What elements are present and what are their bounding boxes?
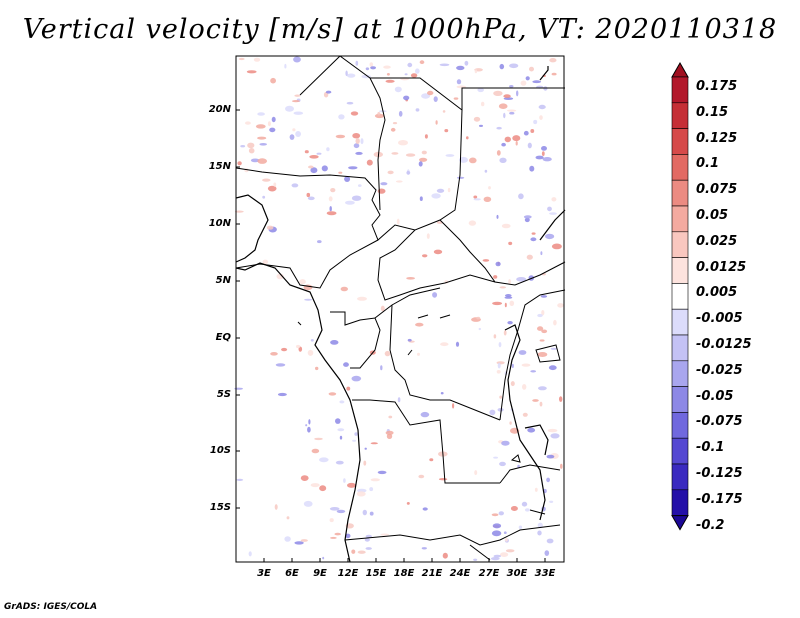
lat-label: 10S — [209, 445, 231, 456]
colorbar-segment — [671, 283, 689, 310]
colorbar-label: 0.005 — [696, 285, 738, 301]
colorbar-segment — [671, 179, 689, 207]
colorbar-segment — [671, 386, 689, 413]
lon-label: 12E — [337, 568, 359, 579]
colorbar-label: -0.125 — [696, 466, 743, 481]
coastline — [235, 66, 566, 563]
axis-ticks — [236, 109, 546, 562]
lakes — [297, 314, 546, 515]
colorbar-segment — [671, 128, 689, 155]
lon-label: 3E — [257, 568, 271, 579]
colorbar-label: 0.05 — [696, 208, 729, 223]
colorbar-segment — [671, 463, 689, 491]
colorbar-segment — [671, 102, 689, 129]
map-frame — [235, 55, 565, 563]
lon-label: 27E — [478, 568, 500, 579]
lat-label: 15S — [209, 502, 231, 513]
lat-label: 20N — [208, 104, 231, 115]
lon-label: 9E — [313, 568, 327, 579]
colorbar-label: -0.175 — [696, 491, 743, 507]
colorbar-label: -0.075 — [696, 414, 743, 430]
lat-label: 5N — [215, 275, 231, 286]
colorbar-label: -0.2 — [696, 517, 725, 533]
colorbar-label: -0.1 — [696, 440, 725, 456]
lon-label: 30E — [506, 568, 528, 579]
colorbar-label: 0.15 — [696, 104, 729, 120]
colorbar-segment — [671, 360, 689, 387]
colorbar-label: 0.175 — [696, 79, 738, 94]
lon-label: 24E — [449, 568, 471, 579]
lat-label: 15N — [208, 161, 231, 172]
lat-label: EQ — [215, 332, 231, 343]
colorbar-segment — [671, 334, 689, 362]
colorbar-segment — [671, 205, 689, 233]
colorbar-segment — [671, 231, 689, 258]
colorbar-segment — [671, 154, 689, 181]
colorbar-segment — [671, 257, 689, 284]
colorbar-bottom-arrow — [671, 515, 689, 531]
colorbar-label: 0.025 — [696, 233, 738, 249]
colorbar-label: -0.05 — [696, 388, 734, 404]
colorbar-label: 0.0125 — [696, 259, 747, 275]
colorbar-label: 0.125 — [696, 130, 738, 146]
colorbar-label: 0.1 — [696, 156, 720, 172]
colorbar-segment — [671, 76, 689, 104]
map-title: Vertical velocity [m/s] at 1000hPa, VT: … — [22, 14, 778, 45]
lon-label: 6E — [285, 568, 299, 579]
colorbar-label: -0.025 — [696, 362, 743, 378]
field-noise — [234, 56, 564, 561]
lon-label: 18E — [393, 568, 415, 579]
colorbar-segment — [671, 308, 689, 336]
lon-label: 15E — [365, 568, 387, 579]
colorbar-segment — [671, 437, 689, 465]
colorbar-segment — [671, 412, 689, 439]
colorbar-label: 0.075 — [696, 182, 738, 198]
colorbar-top-arrow — [671, 61, 689, 78]
lat-label: 5S — [216, 389, 231, 400]
colorbar-label: -0.0125 — [696, 337, 752, 352]
colorbar-segment — [671, 489, 689, 516]
grads-credit: GrADS: IGES/COLA — [4, 602, 98, 612]
colorbar-label: -0.005 — [696, 311, 743, 327]
lon-label: 21E — [421, 568, 443, 579]
lon-label: 33E — [534, 568, 556, 579]
lat-label: 10N — [208, 218, 231, 229]
